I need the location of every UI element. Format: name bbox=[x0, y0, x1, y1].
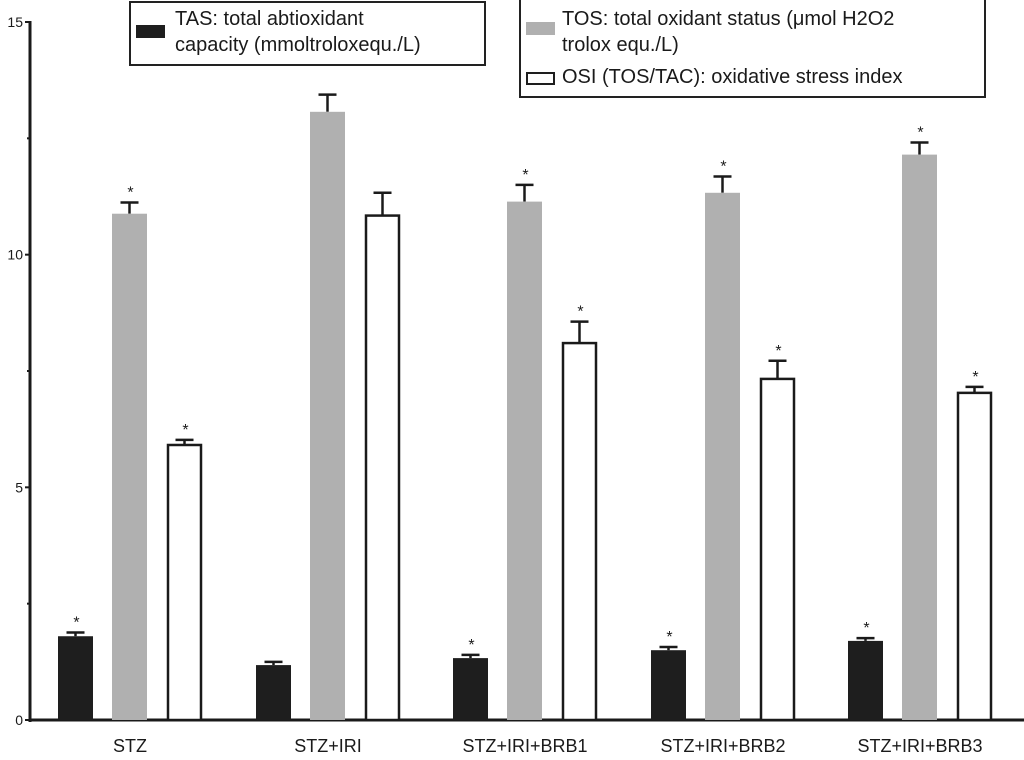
y-tick-label: 0 bbox=[15, 712, 23, 728]
legend-swatch-osi bbox=[526, 72, 555, 85]
legend-label-tas-line1: TAS: total abtioxidant bbox=[175, 8, 364, 30]
bar-tos bbox=[902, 154, 937, 720]
significance-asterisk: * bbox=[182, 422, 188, 439]
significance-asterisk: * bbox=[577, 304, 583, 321]
bar-osi bbox=[166, 443, 203, 722]
legend-tos-osi: TOS: total oxidant status (μmol H2O2 tro… bbox=[519, 0, 986, 98]
significance-asterisk: * bbox=[917, 125, 923, 142]
x-tick-label: STZ+IRI+BRB1 bbox=[462, 736, 587, 756]
y-tick-label: 15 bbox=[7, 14, 23, 30]
legend-row-osi: OSI (TOS/TAC): oxidative stress index bbox=[521, 64, 984, 90]
significance-asterisk: * bbox=[972, 369, 978, 386]
significance-asterisk: * bbox=[127, 185, 133, 202]
bar-osi bbox=[956, 391, 993, 722]
bars: * * * * * * * * * * * * bbox=[58, 93, 993, 722]
bar-tas bbox=[58, 636, 93, 720]
legend-label-tas-line2: capacity (mmoltroloxequ./L) bbox=[175, 34, 421, 56]
x-tick-label: STZ+IRI+BRB2 bbox=[660, 736, 785, 756]
x-tick-label: STZ bbox=[113, 736, 147, 756]
x-tick-labels: STZ STZ+IRI STZ+IRI+BRB1 STZ+IRI+BRB2 STZ+IR… bbox=[113, 736, 983, 756]
legend-row-tos: TOS: total oxidant status (μmol H2O2 tro… bbox=[521, 6, 984, 58]
bar-osi bbox=[364, 214, 401, 722]
significance-asterisk: * bbox=[720, 158, 726, 175]
bar-osi bbox=[759, 377, 796, 722]
x-tick-label: STZ+IRI bbox=[294, 736, 362, 756]
bar-tos bbox=[310, 111, 345, 721]
bar-osi bbox=[561, 341, 598, 722]
x-tick-label: STZ+IRI+BRB3 bbox=[857, 736, 982, 756]
bar-tas bbox=[256, 665, 291, 720]
significance-asterisk: * bbox=[73, 615, 79, 632]
legend-label-tos-line1: TOS: total oxidant status (μmol H2O2 bbox=[562, 8, 895, 30]
legend-label-osi: OSI (TOS/TAC): oxidative stress index bbox=[562, 66, 903, 88]
bar-tos bbox=[112, 213, 147, 720]
significance-asterisk: * bbox=[775, 343, 781, 360]
legend-swatch-tos bbox=[526, 22, 555, 35]
y-tick-label: 5 bbox=[15, 479, 23, 495]
legend-label-tos-line2: trolox equ./L) bbox=[562, 34, 679, 56]
bar-tos bbox=[507, 201, 542, 721]
bar-tas bbox=[453, 658, 488, 720]
bar-tas bbox=[651, 650, 686, 720]
bar-tos bbox=[705, 192, 740, 720]
legend-swatch-tas bbox=[136, 25, 165, 38]
y-tick-label: 10 bbox=[7, 247, 23, 263]
significance-asterisk: * bbox=[468, 637, 474, 654]
significance-asterisk: * bbox=[666, 629, 672, 646]
significance-asterisk: * bbox=[522, 167, 528, 184]
legend-tas: TAS: total abtioxidant capacity (mmoltro… bbox=[129, 1, 486, 66]
significance-asterisk: * bbox=[863, 620, 869, 637]
bar-tas bbox=[848, 640, 883, 720]
